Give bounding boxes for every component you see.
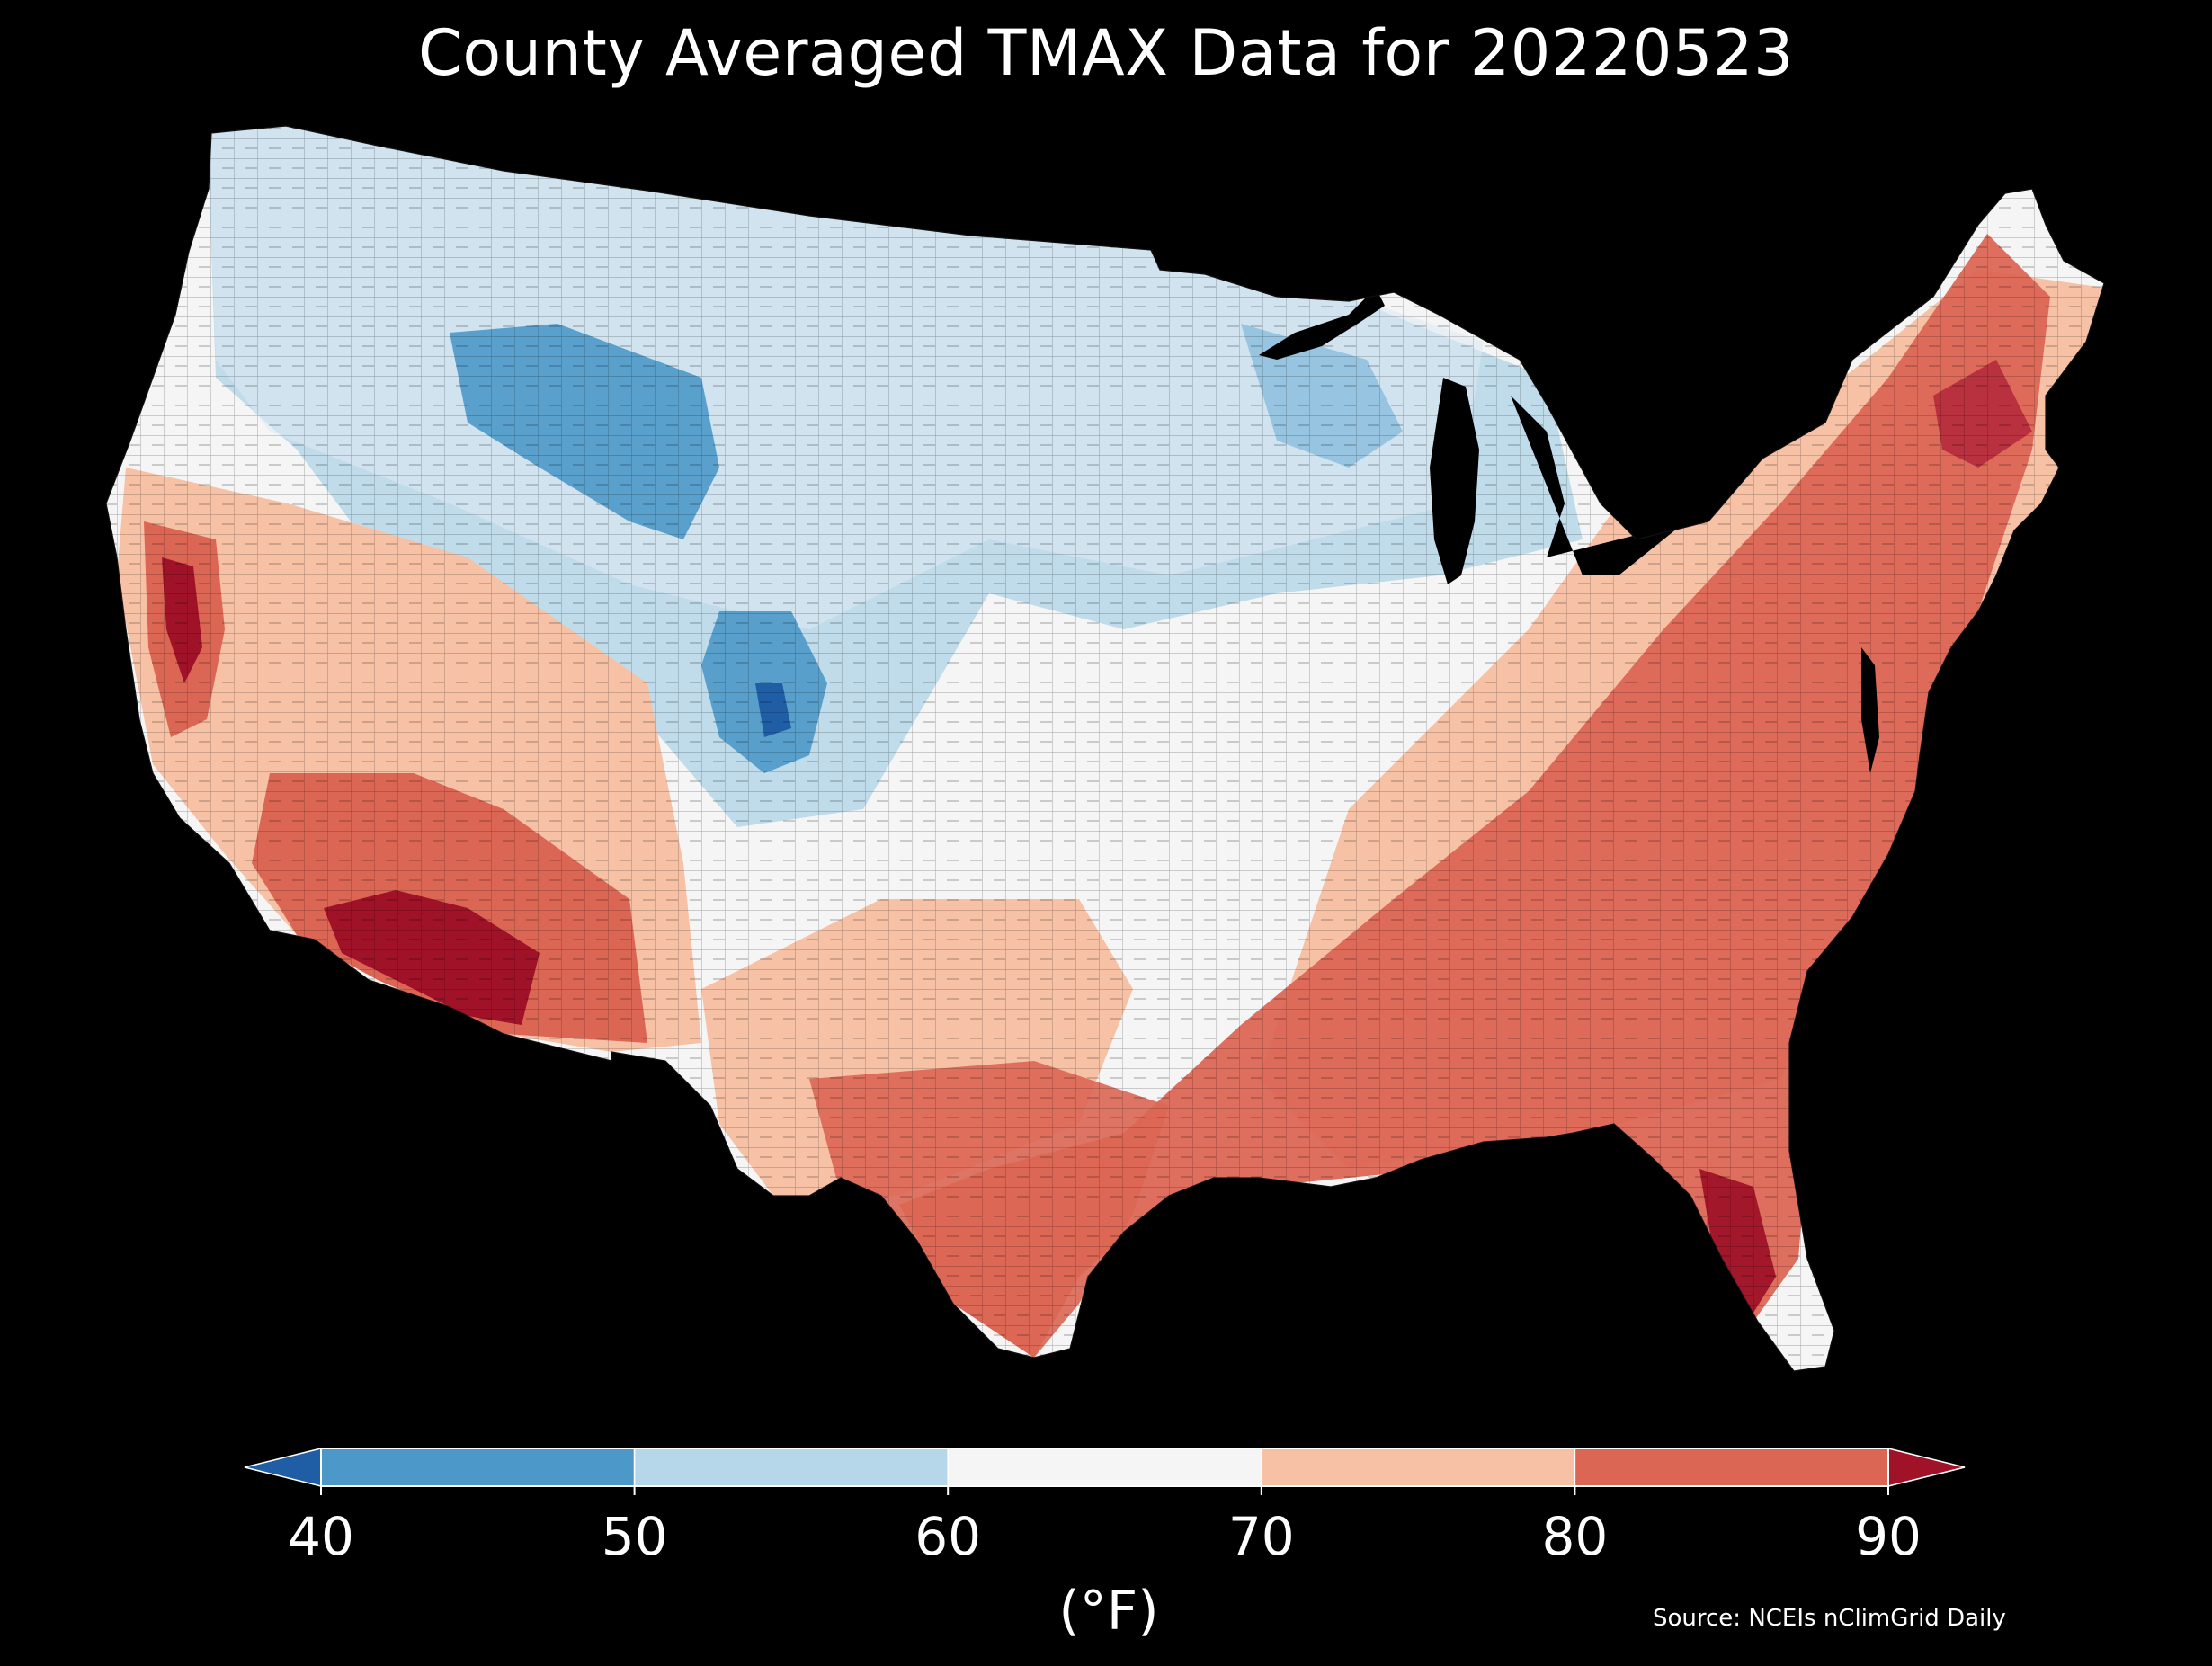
us-outline [105, 125, 2105, 1372]
colorbar-bin-70-80 [1261, 1448, 1576, 1487]
lake-superior [1259, 288, 1385, 360]
colorbar-tick-label: 60 [914, 1506, 982, 1567]
colorbar-tick-label: 50 [601, 1506, 668, 1567]
colorbar-bin-50-60 [633, 1448, 949, 1487]
colorbar-unit-label: (°F) [1058, 1580, 1159, 1643]
colorbar-extend-low [244, 1448, 322, 1487]
map-title: County Averaged TMAX Data for 20220523 [417, 16, 1795, 90]
colorbar-bin-40-50 [320, 1448, 636, 1487]
source-credit: Source: NCEIs nClimGrid Daily [1653, 1605, 2006, 1632]
colorbar-extend-high [1887, 1448, 1966, 1487]
colorbar-tick-label: 80 [1541, 1506, 1609, 1567]
colorbar-bin-60-70 [947, 1448, 1262, 1487]
colorbar-tick-label: 90 [1855, 1506, 1922, 1567]
colorbar-tick-label: 40 [288, 1506, 354, 1567]
lake-michigan [1430, 378, 1479, 584]
colorbar-tick-label: 70 [1227, 1506, 1295, 1567]
colorbar-bin-80-90 [1574, 1448, 1889, 1487]
lake-huron-erie [1511, 396, 1708, 575]
chesapeake-bay [1861, 647, 1879, 773]
